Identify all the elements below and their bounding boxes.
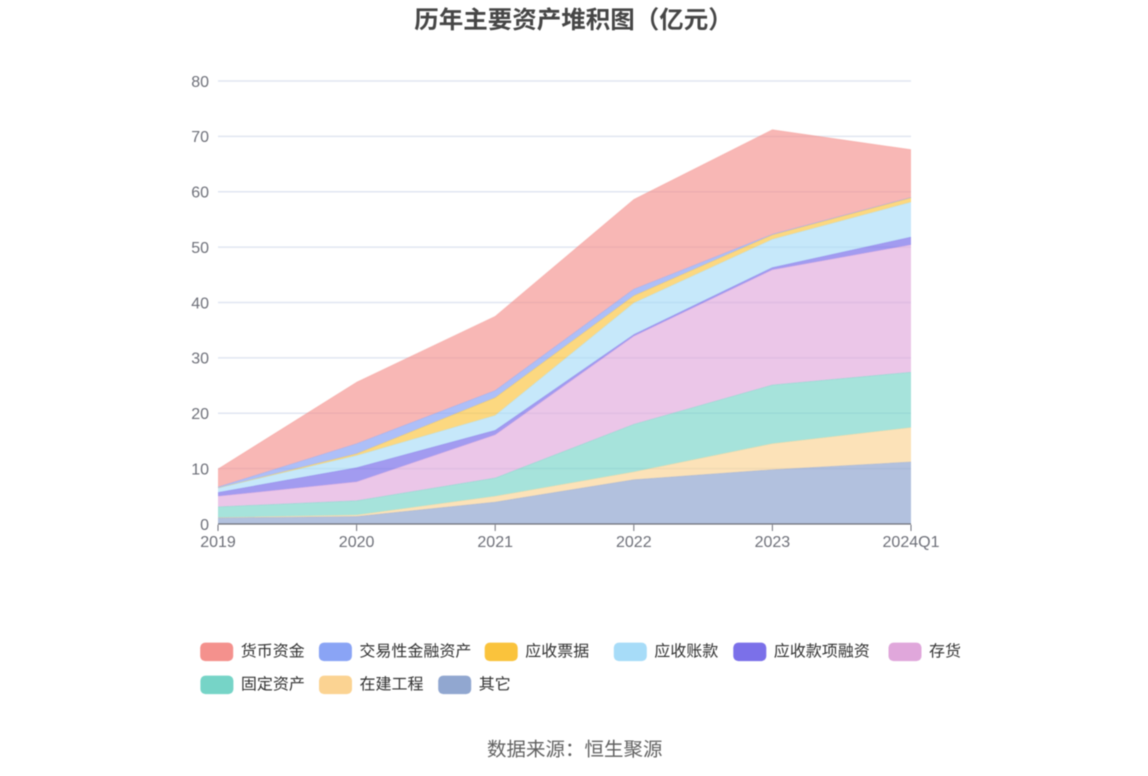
- svg-text:2019: 2019: [200, 534, 236, 551]
- svg-text:2022: 2022: [616, 534, 652, 551]
- svg-text:10: 10: [191, 461, 209, 478]
- svg-text:60: 60: [191, 185, 209, 202]
- svg-text:2023: 2023: [755, 534, 791, 551]
- svg-text:30: 30: [191, 351, 209, 368]
- svg-text:2020: 2020: [339, 534, 375, 551]
- svg-text:40: 40: [191, 295, 209, 312]
- svg-text:50: 50: [191, 240, 209, 257]
- svg-text:2024Q1: 2024Q1: [883, 534, 940, 551]
- svg-text:20: 20: [191, 406, 209, 423]
- svg-text:0: 0: [200, 517, 209, 534]
- svg-text:2021: 2021: [477, 534, 513, 551]
- svg-text:70: 70: [191, 129, 209, 146]
- svg-text:80: 80: [191, 74, 209, 91]
